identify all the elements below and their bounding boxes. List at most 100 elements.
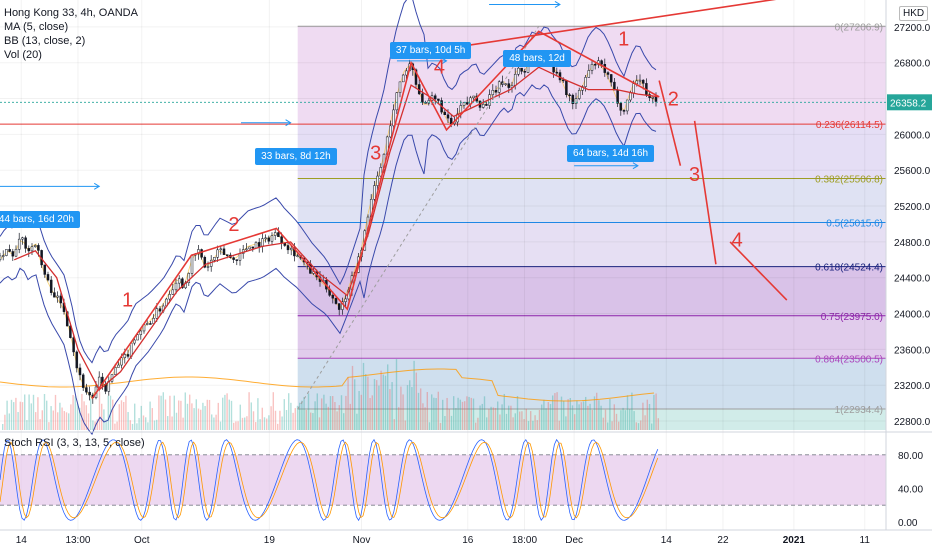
volume-bar — [134, 403, 136, 430]
fib-level-label: 0.5(25015.6) — [826, 219, 883, 230]
wave-line — [91, 30, 660, 400]
volume-bar — [169, 395, 171, 430]
volume-bar — [173, 395, 175, 430]
price-tick-label: 22800.0 — [894, 417, 931, 428]
volume-bar — [316, 393, 318, 430]
volume-bar — [259, 419, 261, 430]
volume-bar — [420, 388, 422, 430]
volume-bar — [224, 394, 226, 430]
volume-bar — [246, 416, 248, 430]
volume-bar — [411, 387, 413, 430]
candle-body — [264, 237, 267, 240]
volume-bar — [4, 414, 6, 430]
volume-bar — [233, 422, 235, 430]
candle-body — [392, 109, 395, 127]
volume-bar — [74, 396, 76, 430]
volume-bar — [534, 415, 536, 430]
volume-bar — [519, 411, 521, 430]
volume-bar — [508, 405, 510, 430]
candle-body — [625, 99, 629, 112]
bar-count-badge[interactable]: 37 bars, 10d 5h — [389, 42, 472, 60]
candle-body — [609, 74, 613, 83]
candle-body — [145, 323, 149, 325]
candle-body — [606, 72, 610, 75]
volume-bar — [580, 402, 582, 430]
volume-bar — [461, 401, 464, 430]
volume-bar — [171, 416, 173, 430]
range-arrow-head — [93, 182, 101, 190]
candle-body — [190, 254, 194, 274]
volume-bar — [193, 408, 195, 430]
volume-bar — [574, 414, 576, 430]
volume-bar — [345, 395, 347, 430]
volume-bar — [648, 404, 651, 430]
volume-bar — [6, 400, 8, 430]
volume-bar — [107, 395, 109, 430]
candle-body — [334, 297, 338, 304]
candle-body — [88, 391, 91, 396]
volume-bar — [604, 409, 607, 430]
time-tick-label: Oct — [134, 535, 150, 546]
candle-body — [584, 77, 587, 87]
candle-body — [494, 90, 498, 93]
volume-bar — [24, 394, 26, 430]
volume-bar — [455, 408, 457, 430]
volume-bar — [10, 399, 13, 430]
wave-label: 1 — [122, 289, 133, 311]
volume-bar — [477, 417, 479, 430]
candle-body — [270, 235, 274, 242]
candle-body — [574, 98, 578, 104]
candle-body — [245, 248, 248, 251]
indicator-vol[interactable]: Vol (20) — [4, 49, 42, 61]
volume-bar — [160, 395, 162, 430]
volume-bar — [538, 410, 541, 430]
volume-bar — [182, 417, 184, 430]
volume-bar — [490, 406, 492, 430]
candle-body — [225, 254, 229, 256]
volume-bar — [501, 404, 503, 430]
bar-count-badge[interactable]: 64 bars, 14d 16h — [567, 145, 655, 163]
volume-bar — [299, 402, 301, 430]
bar-count-badge[interactable]: 33 bars, 8d 12h — [255, 147, 337, 165]
stoch-band — [0, 454, 886, 506]
candle-body — [219, 248, 223, 251]
volume-bar — [118, 404, 120, 430]
candle-body — [59, 295, 63, 304]
volume-bar — [116, 421, 118, 430]
volume-bar — [189, 394, 191, 430]
stoch-legend[interactable]: Stoch RSI (3, 3, 13, 5, close) — [4, 437, 145, 449]
volume-bar — [59, 402, 61, 430]
volume-bar — [600, 405, 602, 430]
volume-bar — [70, 404, 72, 430]
volume-bar — [178, 400, 180, 430]
volume-bar — [340, 395, 343, 430]
candle-body — [261, 238, 264, 247]
volume-bar — [85, 405, 87, 430]
fib-zone — [297, 222, 886, 267]
volume-bar — [248, 392, 250, 430]
currency-badge[interactable]: HKD — [899, 6, 929, 21]
volume-bar — [257, 398, 259, 430]
candle-body — [558, 72, 562, 81]
volume-bar — [483, 396, 486, 430]
volume-bar — [516, 396, 519, 430]
indicator-bb[interactable]: BB (13, close, 2) — [4, 35, 86, 47]
volume-bar — [609, 399, 611, 430]
stoch-tick-label: 0.00 — [898, 518, 918, 529]
candle-body — [43, 264, 47, 275]
volume-bar — [98, 392, 101, 430]
candle-body — [78, 367, 82, 376]
candle-body — [593, 63, 597, 66]
bar-count-badge[interactable]: 48 bars, 12d — [503, 50, 571, 68]
indicator-ma[interactable]: MA (5, close) — [4, 21, 69, 33]
bar-count-badge[interactable]: 44 bars, 16d 20h — [0, 210, 80, 228]
volume-bar — [402, 394, 404, 430]
candle-body — [53, 292, 56, 298]
volume-bar — [646, 399, 648, 430]
volume-bar — [140, 405, 142, 430]
volume-bar — [523, 419, 525, 430]
volume-bar — [499, 414, 501, 430]
volume-bar — [525, 408, 527, 430]
